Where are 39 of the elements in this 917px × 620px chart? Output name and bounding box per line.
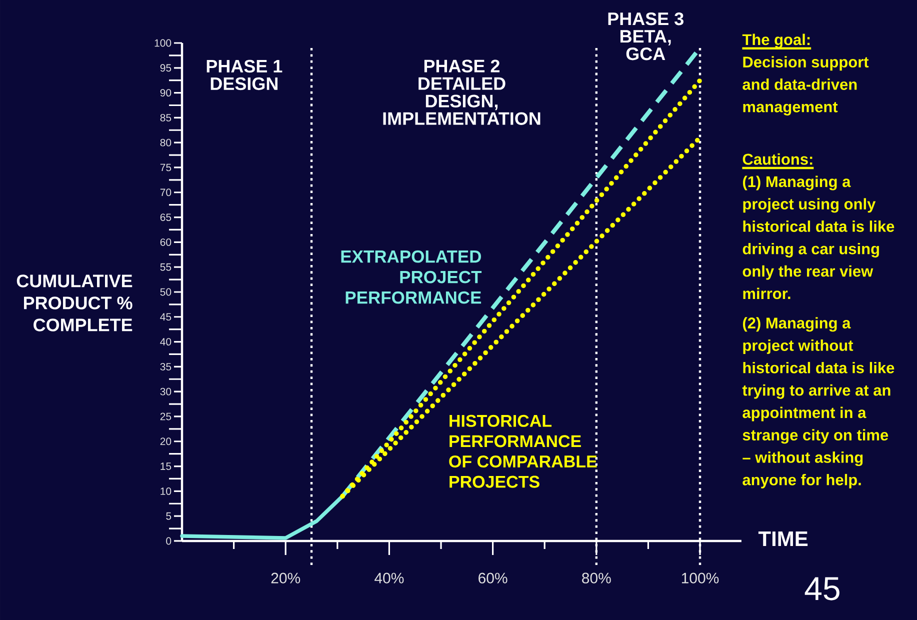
x-tick-label: 100% [682,572,719,584]
y-tick-label: 80 [160,138,172,146]
y-tick-label: 35 [160,362,172,370]
y-axis-title: CUMULATIVE PRODUCT % COMPLETE [16,274,132,332]
y-tick-label: 10 [160,487,172,495]
text: (2) Managing a project without historical data is like trying to arrive at an appointment in a strange city on time – without asking anyone for help. [742,317,894,488]
y-tick-label: 45 [160,313,172,321]
text: The goal: [742,34,810,48]
y-tick-label: 5 [166,512,172,520]
x-tick-label: 60% [478,572,508,584]
y-tick-label: 25 [160,412,172,420]
y-tick-label: 85 [160,114,172,122]
x-axis-title: TIME [758,532,808,546]
annotation: PHASE 1 DESIGN [206,60,282,90]
text: (1) Managing a project using only historical data is like driving a car using only the rear view mirror. [742,176,894,300]
y-tick-label: 90 [160,89,172,97]
y-tick-label: 50 [160,288,172,296]
y-tick-label: 100 [154,39,172,47]
text: Cautions: [742,153,812,165]
y-tick-label: 75 [160,164,172,172]
x-tick-label: 40% [374,572,404,584]
annotation: PHASE 2 DETAILED DESIGN, IMPLEMENTATION [383,60,540,125]
y-tick-label: 15 [160,462,172,470]
text: Decision support and data-driven management [742,56,869,116]
text: 45 [804,577,840,600]
y-tick-label: 65 [160,214,172,222]
y-tick-label: 40 [160,338,172,346]
y-tick-label: 20 [160,438,172,446]
series-label: EXTRAPOLATED PROJECT PERFORMANCE [341,250,482,304]
y-tick-label: 60 [160,238,172,246]
y-tick-label: 30 [160,388,172,396]
y-tick-label: 70 [160,188,172,196]
y-tick-label: 55 [160,263,172,271]
series-label: HISTORICAL PERFORMANCE OF COMPARABLE PROJECTS [449,414,597,488]
y-tick-label: 95 [160,64,172,72]
annotation: PHASE 3 BETA, GCA [608,12,684,60]
x-tick-label: 80% [582,572,611,584]
y-tick-label: 0 [166,537,172,545]
x-tick-label: 20% [271,572,300,584]
